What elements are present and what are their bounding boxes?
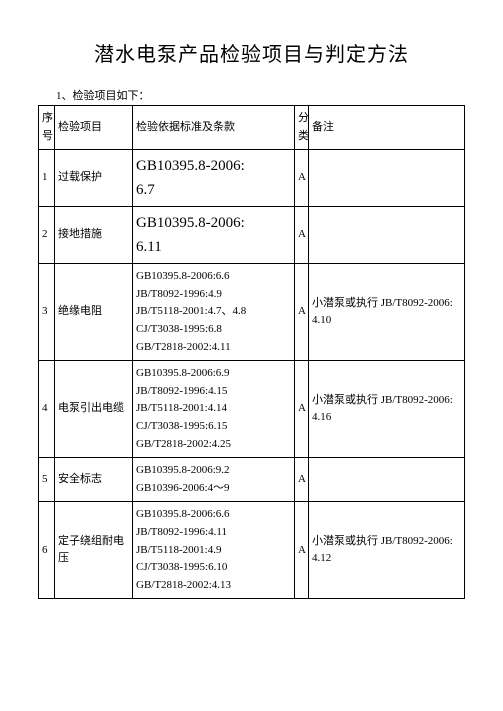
std-line: CJ/T3038-1995:6.8 (136, 321, 291, 339)
std-line: GB10395.8-2006:6.9 (136, 365, 291, 383)
cell-cat: A (295, 264, 309, 361)
cell-note (309, 458, 465, 502)
cell-std: GB10395.8-2006:6.6JB/T8092-1996:4.11JB/T… (133, 502, 295, 599)
inspection-table: 序号 检验项目 检验依据标准及条款 分类 备注 1过载保护GB10395.8-2… (38, 105, 465, 599)
std-line: GB10395.8-2006: (136, 154, 291, 178)
table-row: 4电泵引出电缆GB10395.8-2006:6.9JB/T8092-1996:4… (39, 361, 465, 458)
header-note: 备注 (309, 106, 465, 150)
header-std: 检验依据标准及条款 (133, 106, 295, 150)
cell-seq: 1 (39, 150, 55, 207)
table-row: 2接地措施GB10395.8-2006:6.11A (39, 207, 465, 264)
cell-seq: 2 (39, 207, 55, 264)
cell-std: GB10395.8-2006:6.11 (133, 207, 295, 264)
cell-std: GB10395.8-2006:6.7 (133, 150, 295, 207)
cell-seq: 6 (39, 502, 55, 599)
std-line: GB10395.8-2006:6.6 (136, 268, 291, 286)
cell-cat: A (295, 361, 309, 458)
cell-cat: A (295, 150, 309, 207)
cell-note (309, 207, 465, 264)
table-header-row: 序号 检验项目 检验依据标准及条款 分类 备注 (39, 106, 465, 150)
cell-note (309, 150, 465, 207)
cell-item: 过载保护 (55, 150, 133, 207)
cell-item: 接地措施 (55, 207, 133, 264)
cell-cat: A (295, 458, 309, 502)
std-line: GB/T2818-2002:4.25 (136, 436, 291, 454)
header-item: 检验项目 (55, 106, 133, 150)
cell-seq: 5 (39, 458, 55, 502)
table-row: 1过载保护GB10395.8-2006:6.7A (39, 150, 465, 207)
std-line: GB10395.8-2006:9.2 (136, 462, 291, 480)
cell-std: GB10395.8-2006:9.2GB10396-2006:4～9 (133, 458, 295, 502)
cell-cat: A (295, 502, 309, 599)
cell-item: 安全标志 (55, 458, 133, 502)
std-line: JB/T5118-2001:4.9 (136, 542, 291, 560)
std-line: JB/T5118-2001:4.7、4.8 (136, 303, 291, 321)
table-row: 3绝缘电阻GB10395.8-2006:6.6JB/T8092-1996:4.9… (39, 264, 465, 361)
cell-seq: 3 (39, 264, 55, 361)
header-cat: 分类 (295, 106, 309, 150)
table-row: 5安全标志GB10395.8-2006:9.2GB10396-2006:4～9A (39, 458, 465, 502)
cell-item: 电泵引出电缆 (55, 361, 133, 458)
std-line: CJ/T3038-1995:6.15 (136, 418, 291, 436)
subtitle: 1、检验项目如下： (56, 87, 465, 103)
std-line: JB/T8092-1996:4.9 (136, 286, 291, 304)
cell-item: 绝缘电阻 (55, 264, 133, 361)
header-seq: 序号 (39, 106, 55, 150)
std-line: GB10396-2006:4～9 (136, 480, 291, 498)
table-row: 6定子绕组耐电压GB10395.8-2006:6.6JB/T8092-1996:… (39, 502, 465, 599)
cell-std: GB10395.8-2006:6.6JB/T8092-1996:4.9JB/T5… (133, 264, 295, 361)
std-line: JB/T5118-2001:4.14 (136, 400, 291, 418)
std-line: GB/T2818-2002:4.11 (136, 339, 291, 357)
std-line: JB/T8092-1996:4.11 (136, 524, 291, 542)
cell-std: GB10395.8-2006:6.9JB/T8092-1996:4.15JB/T… (133, 361, 295, 458)
cell-cat: A (295, 207, 309, 264)
std-line: GB10395.8-2006:6.6 (136, 506, 291, 524)
cell-note: 小潜泵或执行 JB/T8092-2006:4.12 (309, 502, 465, 599)
cell-note: 小潜泵或执行 JB/T8092-2006:4.10 (309, 264, 465, 361)
cell-seq: 4 (39, 361, 55, 458)
std-line: GB/T2818-2002:4.13 (136, 577, 291, 595)
std-line: 6.7 (136, 178, 291, 202)
cell-item: 定子绕组耐电压 (55, 502, 133, 599)
std-line: 6.11 (136, 235, 291, 259)
cell-note: 小潜泵或执行 JB/T8092-2006:4.16 (309, 361, 465, 458)
page-title: 潜水电泵产品检验项目与判定方法 (38, 38, 465, 67)
std-line: JB/T8092-1996:4.15 (136, 383, 291, 401)
std-line: CJ/T3038-1995:6.10 (136, 559, 291, 577)
std-line: GB10395.8-2006: (136, 211, 291, 235)
